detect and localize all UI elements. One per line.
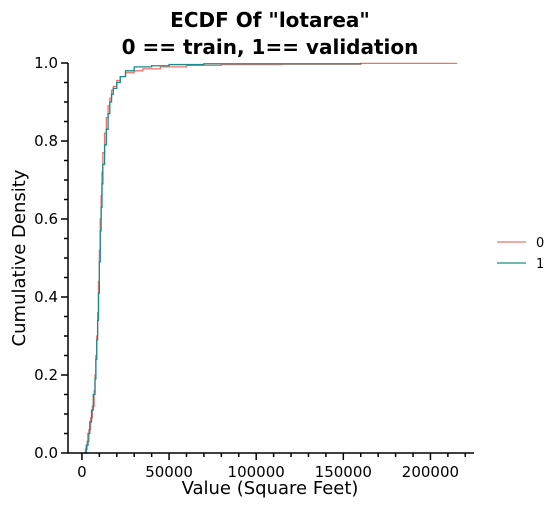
x-tick-label: 100000 [228,463,285,481]
title-line-2: 0 == train, 1== validation [122,35,419,59]
x-tick-label: 0 [77,463,87,481]
x-tick-label: 200000 [402,463,459,481]
x-axis-label: Value (Square Feet) [182,478,359,499]
y-tick-label: 1.0 [34,54,58,72]
y-tick-label: 0.8 [34,132,58,150]
legend: 01 [497,236,544,272]
y-tick-label: 0.0 [34,444,58,462]
y-tick-label: 0.2 [34,366,58,384]
title-line-1: ECDF Of "lotarea" [170,8,370,32]
y-axis-label: Cumulative Density [9,169,30,346]
chart-title: ECDF Of "lotarea" 0 == train, 1== valida… [122,8,419,59]
series-layer [84,62,458,454]
legend-label-1: 1 [536,257,544,272]
x-tick-label: 50000 [145,463,193,481]
x-tick-label: 150000 [315,463,372,481]
y-tick-label: 0.4 [34,288,58,306]
x-ticks: 0 50000 100000 150000 200000 [77,453,467,481]
legend-label-0: 0 [536,236,544,251]
y-ticks: 0.0 0.2 0.4 0.6 0.8 1.0 [34,54,68,462]
series-line-0 [84,62,458,454]
axes-layer [67,63,474,454]
series-line-1 [84,63,362,454]
y-tick-label: 0.6 [34,210,58,228]
